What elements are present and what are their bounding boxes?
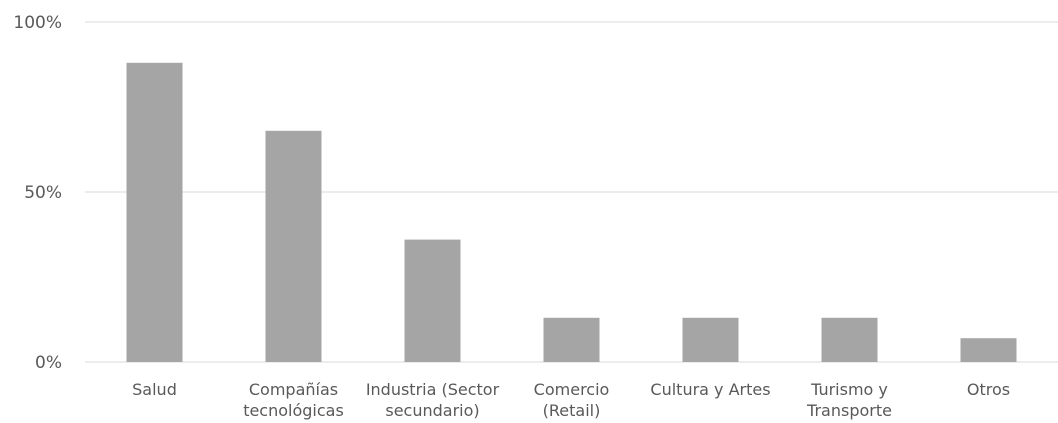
x-tick-label: Cultura y Artes (650, 380, 770, 399)
x-tick-label-line: Otros (967, 380, 1010, 399)
bar (404, 239, 461, 362)
x-tick-label: Industria (Sector secundario) (366, 380, 500, 420)
bar (682, 317, 739, 362)
x-tick-label: Salud (132, 380, 177, 399)
x-tick-label-line: Compañías (249, 380, 338, 399)
x-tick-label-line: Turismo y (810, 380, 888, 399)
y-tick-label: 0% (35, 353, 62, 373)
x-tick-label: Otros (967, 380, 1010, 399)
x-tick-label-line: secundario) (385, 401, 479, 420)
x-tick-label-line: Transporte (806, 401, 892, 420)
x-tick-label-line: Industria (Sector (366, 380, 500, 399)
bar (126, 62, 183, 363)
x-tick-label-line: Salud (132, 380, 177, 399)
x-tick-label: Turismo y Transporte (806, 380, 892, 420)
x-tick-label-line: (Retail) (543, 401, 601, 420)
y-tick-label: 100% (13, 13, 62, 33)
bar (265, 130, 322, 362)
y-tick-label: 50% (24, 183, 62, 203)
bar (821, 317, 878, 362)
x-tick-label-line: tecnológicas (243, 401, 344, 420)
bar (543, 317, 600, 362)
x-tick-label-line: Comercio (534, 380, 610, 399)
x-tick-label: Comercio (Retail) (534, 380, 610, 420)
x-tick-label-line: Cultura y Artes (650, 380, 770, 399)
bar (960, 338, 1017, 362)
x-tick-label: Compañías tecnológicas (243, 380, 344, 420)
